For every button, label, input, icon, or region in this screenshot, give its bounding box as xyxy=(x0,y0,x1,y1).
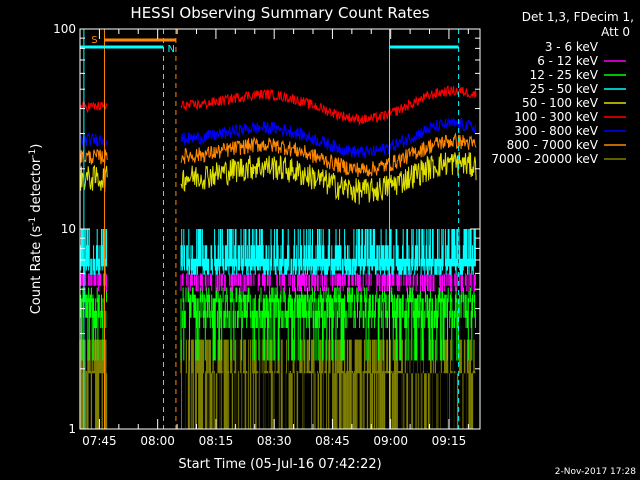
y-axis-label-end: ) xyxy=(29,144,44,149)
x-tick-label-0745: 07:45 xyxy=(82,434,117,448)
legend-label-6-12kev: 6 - 12 keV xyxy=(537,54,599,68)
legend-header-1: Det 1,3, FDecim 1, xyxy=(522,10,634,24)
y-axis-label-sup1: -1 xyxy=(28,217,38,226)
series-line-800-7000kev-0 xyxy=(79,149,108,165)
legend-label-25-50kev: 25 - 50 keV xyxy=(530,82,599,96)
series-line-50-100kev-1 xyxy=(180,151,477,205)
series-line-100-300kev-1 xyxy=(180,85,477,126)
legend-label-3-6kev: 3 - 6 keV xyxy=(545,40,599,54)
y-axis-label-main: Count Rate (s xyxy=(29,226,44,315)
series-marks-3-6kev-0 xyxy=(181,339,333,429)
legend-label-300-800kev: 300 - 800 keV xyxy=(514,124,598,138)
legend-label-12-25kev: 12 - 25 keV xyxy=(530,68,599,82)
legend-label-800-7000kev: 800 - 7000 keV xyxy=(507,138,599,152)
timestamp: 2-Nov-2017 17:28 xyxy=(555,467,637,477)
series-marks-6-12kev-0 xyxy=(80,273,107,291)
y-axis-label: Count Rate (s-1 detector-1) xyxy=(28,144,44,315)
chart-title: HESSI Observing Summary Count Rates xyxy=(130,4,429,22)
series-line-300-800kev-0 xyxy=(79,131,108,148)
legend-label-100-300kev: 100 - 300 keV xyxy=(514,110,598,124)
x-tick-label-0815: 08:15 xyxy=(199,434,234,448)
y-axis-label-sup2: -1 xyxy=(28,149,38,158)
data-layer: SN xyxy=(79,29,477,429)
x-tick-label-0915: 09:15 xyxy=(432,434,467,448)
legend-label-7000-20000kev: 7000 - 20000 keV xyxy=(491,152,598,166)
x-tick-label-0900: 09:00 xyxy=(373,434,408,448)
legend-header-2: Att 0 xyxy=(601,25,630,39)
series-line-800-7000kev-1 xyxy=(180,132,477,178)
y-tick-label-100: 100 xyxy=(53,22,76,36)
x-tick-label-0830: 08:30 xyxy=(257,434,292,448)
night-label: N xyxy=(167,44,174,55)
y-tick-label-1: 1 xyxy=(68,422,76,436)
saa-label: S xyxy=(91,35,97,46)
x-axis-label: Start Time (05-Jul-16 07:42:22) xyxy=(178,457,381,472)
series-marks-12-25kev-1 xyxy=(180,287,476,361)
series-line-100-300kev-0 xyxy=(79,101,108,114)
y-axis-label-mid: detector xyxy=(29,157,44,217)
legend-label-50-100kev: 50 - 100 keV xyxy=(522,96,599,110)
series-line-50-100kev-0 xyxy=(79,164,108,192)
y-tick-label-10: 10 xyxy=(61,222,76,236)
x-tick-label-0800: 08:00 xyxy=(140,434,175,448)
x-tick-label-0845: 08:45 xyxy=(315,434,350,448)
series-marks-6-12kev-1 xyxy=(180,273,476,291)
axes-layer: 1 10 100 07:45 08:00 08:15 08:30 08:45 09:00 09:1… xyxy=(53,22,480,448)
series-marks-25-50kev-1 xyxy=(180,229,476,275)
series-line-300-800kev-1 xyxy=(180,116,477,159)
